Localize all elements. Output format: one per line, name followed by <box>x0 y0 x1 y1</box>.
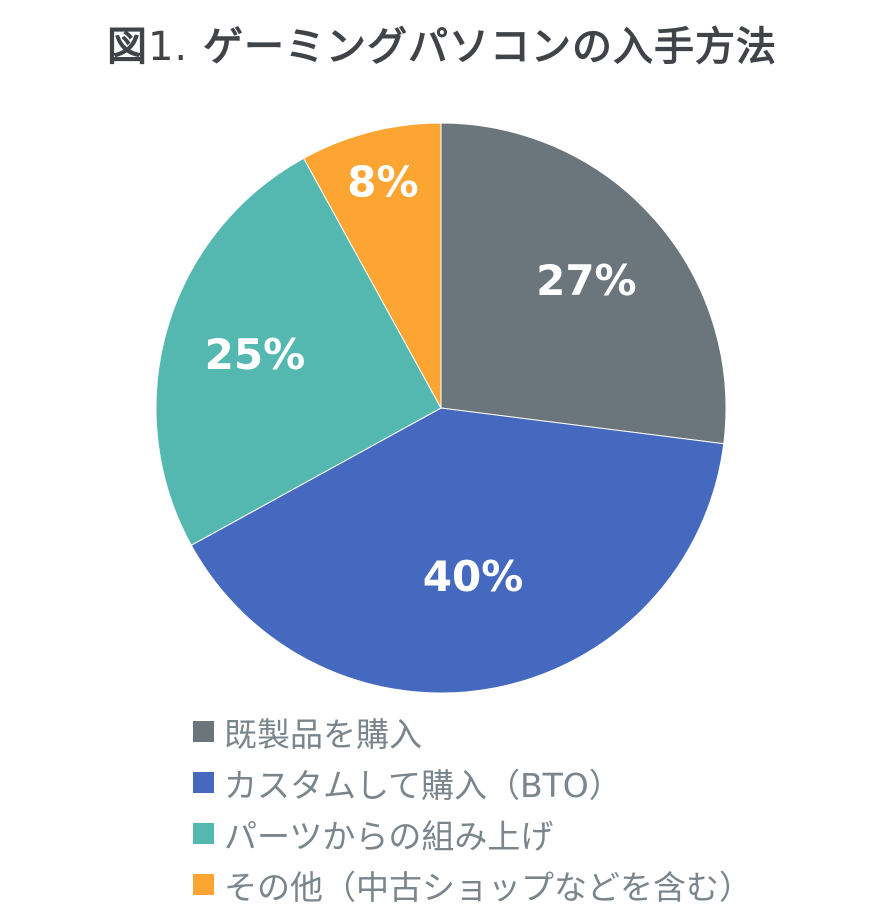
legend-label: カスタムして購入（BTO） <box>224 765 622 805</box>
legend-swatch-icon <box>193 874 214 895</box>
legend-label: 既製品を購入 <box>224 714 422 754</box>
chart-title: 図1. ゲーミングパソコンの入手方法 <box>0 14 884 72</box>
pie-slice <box>440 122 727 445</box>
legend-label: その他（中古ショップなどを含む） <box>224 867 752 907</box>
title-text: ゲーミングパソコンの入手方法 <box>203 24 778 70</box>
title-prefix: 図 <box>106 24 148 70</box>
legend-item: その他（中古ショップなどを含む） <box>193 859 752 910</box>
title-number: 1. <box>147 24 189 70</box>
legend: 既製品を購入 カスタムして購入（BTO） パーツからの組み上げ その他（中古ショ… <box>193 706 752 910</box>
legend-label: パーツからの組み上げ <box>224 816 554 856</box>
slice-label: 27% <box>536 256 637 305</box>
legend-item: 既製品を購入 <box>193 706 752 757</box>
slice-label: 25% <box>205 330 306 379</box>
legend-item: パーツからの組み上げ <box>193 808 752 859</box>
pie-slice <box>303 122 442 409</box>
legend-item: カスタムして購入（BTO） <box>193 757 752 808</box>
legend-swatch-icon <box>193 823 214 844</box>
slice-label: 40% <box>423 552 524 601</box>
pie-slice <box>155 157 442 546</box>
legend-swatch-icon <box>193 721 214 742</box>
legend-swatch-icon <box>193 772 214 793</box>
pie-slice <box>190 407 725 694</box>
slice-label: 8% <box>347 158 418 207</box>
